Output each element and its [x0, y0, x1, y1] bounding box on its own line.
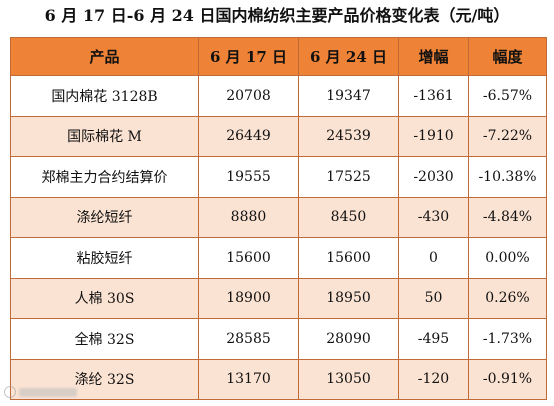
- cell-jun17: 26449: [198, 115, 299, 157]
- table-row: 全棉 32S 28585 28090 -495 -1.73%: [10, 318, 547, 360]
- cell-percent: 0.26%: [468, 277, 547, 319]
- header-product: 产品: [10, 37, 199, 76]
- header-percent: 幅度: [468, 37, 547, 76]
- cell-jun24: 18950: [298, 277, 399, 319]
- cell-change: -1361: [398, 75, 469, 117]
- watermark-logo-icon: [4, 386, 16, 398]
- page-title: 6 月 17 日-6 月 24 日国内棉纺织主要产品价格变化表（元/吨）: [44, 6, 510, 25]
- cell-jun17: 19555: [198, 156, 299, 198]
- cell-jun24: 15600: [298, 237, 399, 279]
- cell-product: 国内棉花 3128B: [10, 75, 199, 117]
- cell-product: 国际棉花 M: [10, 115, 199, 157]
- cell-jun17: 20708: [198, 75, 299, 117]
- watermark: [4, 386, 77, 398]
- cell-percent: -6.57%: [468, 75, 547, 117]
- watermark-blurred-mark: [19, 387, 77, 397]
- header-change: 增幅: [398, 37, 469, 76]
- cell-percent: 0.00%: [468, 237, 547, 279]
- cell-jun17: 13170: [198, 358, 299, 400]
- cell-product: 郑棉主力合约结算价: [10, 156, 199, 198]
- table-header-row: 产品 6 月 17 日 6 月 24 日 增幅 幅度: [10, 37, 547, 76]
- cell-change: 0: [398, 237, 469, 279]
- cell-jun24: 19347: [298, 75, 399, 117]
- header-jun24: 6 月 24 日: [298, 37, 399, 76]
- cell-percent: -0.91%: [468, 358, 547, 400]
- cell-jun24: 13050: [298, 358, 399, 400]
- cell-product: 全棉 32S: [10, 318, 199, 360]
- cell-product: 人棉 30S: [10, 277, 199, 319]
- cell-change: 50: [398, 277, 469, 319]
- table-row: 国内棉花 3128B 20708 19347 -1361 -6.57%: [10, 75, 547, 117]
- cell-percent: -10.38%: [468, 156, 547, 198]
- table-row: 涤纶短纤 8880 8450 -430 -4.84%: [10, 196, 547, 238]
- cell-jun17: 18900: [198, 277, 299, 319]
- cell-product: 粘胶短纤: [10, 237, 199, 279]
- price-table: 产品 6 月 17 日 6 月 24 日 增幅 幅度 国内棉花 3128B 20…: [10, 37, 547, 400]
- cell-change: -120: [398, 358, 469, 400]
- cell-change: -1910: [398, 115, 469, 157]
- cell-percent: -1.73%: [468, 318, 547, 360]
- cell-jun24: 24539: [298, 115, 399, 157]
- table-row: 涤纶 32S 13170 13050 -120 -0.91%: [10, 358, 547, 400]
- cell-product: 涤纶短纤: [10, 196, 199, 238]
- header-jun17: 6 月 17 日: [198, 37, 299, 76]
- cell-jun24: 17525: [298, 156, 399, 198]
- cell-percent: -7.22%: [468, 115, 547, 157]
- table-row: 郑棉主力合约结算价 19555 17525 -2030 -10.38%: [10, 156, 547, 198]
- cell-jun17: 8880: [198, 196, 299, 238]
- cell-jun24: 28090: [298, 318, 399, 360]
- cell-percent: -4.84%: [468, 196, 547, 238]
- table-row: 国际棉花 M 26449 24539 -1910 -7.22%: [10, 115, 547, 157]
- cell-jun24: 8450: [298, 196, 399, 238]
- table-row: 粘胶短纤 15600 15600 0 0.00%: [10, 237, 547, 279]
- cell-jun17: 15600: [198, 237, 299, 279]
- cell-jun17: 28585: [198, 318, 299, 360]
- cell-change: -495: [398, 318, 469, 360]
- cell-change: -430: [398, 196, 469, 238]
- table-row: 人棉 30S 18900 18950 50 0.26%: [10, 277, 547, 319]
- cell-change: -2030: [398, 156, 469, 198]
